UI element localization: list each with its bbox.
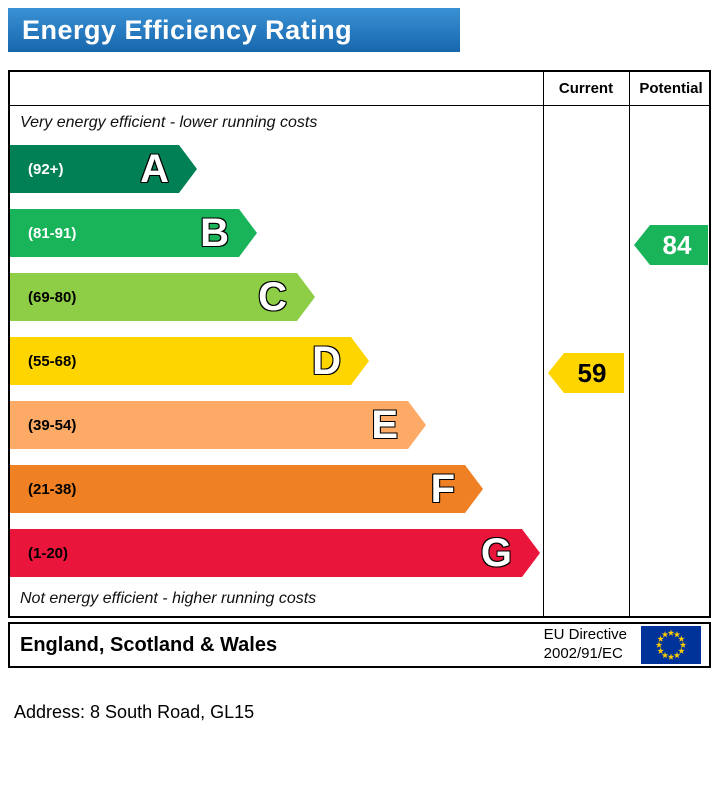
eu-directive-label: EU Directive 2002/91/EC [544,626,627,664]
eu-directive-line2: 2002/91/EC [543,645,623,662]
band-letter: B [200,211,229,255]
current-column-divider [543,72,544,616]
top-note: Very energy efficient - lower running co… [20,114,318,131]
band-letter: F [430,467,455,511]
band-row: (1-20) G [10,521,541,585]
band-row: (39-54) E [10,393,541,457]
potential-column-header: Potential [639,80,703,97]
band-letter: A [140,147,169,191]
band-row: (55-68) D [10,329,541,393]
band-row: (92+) A [10,137,541,201]
band-row: (21-38) F [10,457,541,521]
potential-pointer: 84 [634,225,708,265]
epc-title-bar: Energy Efficiency Rating [8,8,460,52]
header-row-divider [10,105,709,106]
band-bar-B: (81-91) B [10,209,257,257]
band-range-label: (1-20) [28,544,69,562]
band-bar-D: (55-68) D [10,337,369,385]
epc-chart: Current Potential Very energy efficient … [8,70,711,618]
eu-directive-line1: EU Directive [543,626,627,644]
band-range-label: (92+) [28,160,64,178]
bottom-note: Not energy efficient - higher running co… [20,590,317,607]
band-letter: G [480,531,512,575]
band-letter: E [371,403,398,447]
footer: England, Scotland & Wales EU Directive 2… [8,622,711,668]
current-pointer: 59 [548,353,624,393]
band-range-label: (21-38) [28,480,77,498]
region-label: England, Scotland & Wales [20,633,278,656]
band-bar-F: (21-38) F [10,465,483,513]
bands: (92+) A (81-91) B (69-80) C (55-68) D (3… [10,137,541,585]
potential-column-divider [629,72,630,616]
band-range-label: (55-68) [28,352,77,370]
band-range-label: (69-80) [28,288,77,306]
eu-flag-icon [641,626,701,664]
band-bar-E: (39-54) E [10,401,426,449]
band-row: (81-91) B [10,201,541,265]
current-column-header: Current [558,80,614,97]
band-bar-A: (92+) A [10,145,197,193]
band-bar-G: (1-20) G [10,529,540,577]
band-bar-C: (69-80) C [10,273,315,321]
band-letter: D [312,339,341,383]
page-title: Energy Efficiency Rating [22,14,353,45]
band-range-label: (81-91) [28,224,77,242]
address-line: Address: 8 South Road, GL15 [14,702,255,722]
band-range-label: (39-54) [28,416,77,434]
band-letter: C [258,275,287,319]
band-row: (69-80) C [10,265,541,329]
